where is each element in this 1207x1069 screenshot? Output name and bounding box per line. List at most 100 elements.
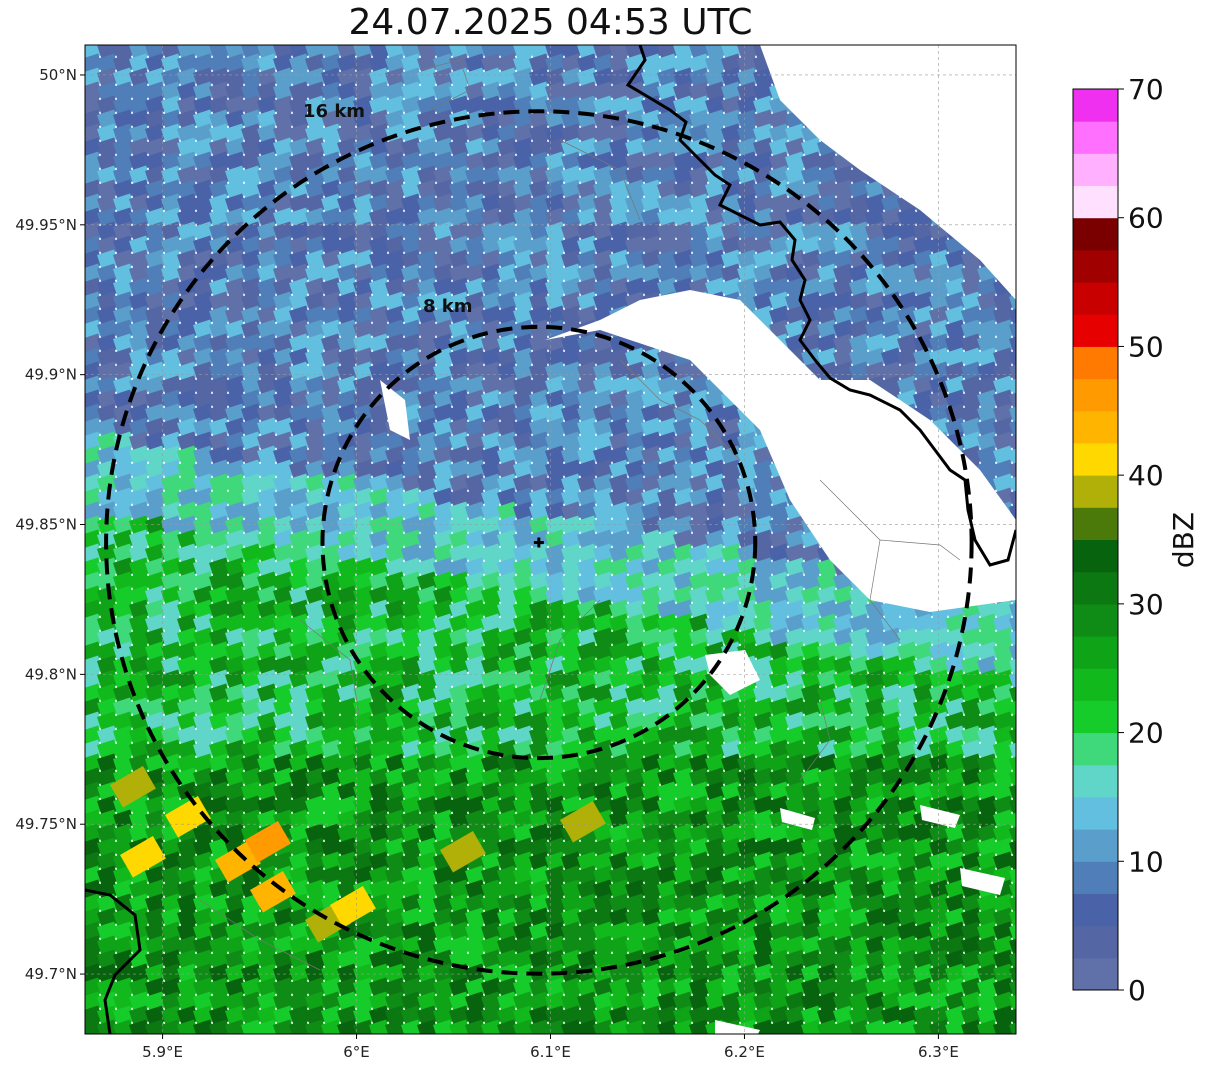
colorbar-tick-label: 20: [1128, 717, 1164, 750]
colorbar-swatch: [1073, 314, 1118, 347]
echo-cell: [85, 45, 88, 61]
echo-cell: [85, 725, 88, 747]
echo-cell: [85, 739, 88, 761]
echo-cell: [85, 305, 88, 327]
y-tick-label: 49.9°N: [25, 366, 77, 384]
echo-cell: [85, 277, 88, 299]
echo-cell: [85, 613, 88, 635]
echo-cell: [85, 389, 88, 411]
echo-cell: [85, 151, 88, 173]
radar-map[interactable]: 16 km 8 km: [65, 39, 1031, 1040]
colorbar-swatch: [1073, 475, 1118, 508]
echo-cell: [85, 571, 88, 593]
colorbar-swatch: [1073, 764, 1118, 798]
colorbar-tick-label: 0: [1128, 974, 1146, 1007]
echo-cell: [85, 851, 88, 873]
echo-cell: [85, 1005, 88, 1027]
echo-cell: [85, 95, 88, 117]
plot-title: 24.07.2025 04:53 UTC: [348, 2, 753, 43]
echo-cell: [85, 109, 88, 131]
colorbar-tick-label: 70: [1128, 73, 1164, 106]
echo-cell: [85, 585, 88, 607]
echo-cell: [85, 235, 88, 257]
echo-cell: [85, 599, 88, 621]
echo-cell: [1009, 347, 1016, 369]
colorbar-swatch: [1073, 217, 1118, 251]
echo-cell: [85, 543, 88, 565]
echo-cell: [85, 921, 88, 943]
x-axis-ticks: 5.9°E 6°E 6.1°E 6.2°E 6.3°E: [142, 1034, 959, 1061]
colorbar-swatch: [1073, 249, 1118, 283]
echo-cell: [85, 403, 88, 425]
colorbar-swatch: [1073, 539, 1118, 573]
colorbar-swatch: [1073, 410, 1118, 444]
y-tick-label: 49.7°N: [25, 965, 77, 983]
y-tick-label: 49.95°N: [15, 216, 77, 234]
x-tick-label: 6.1°E: [530, 1043, 571, 1061]
echo-cell: [85, 319, 88, 341]
colorbar-swatch: [1073, 378, 1118, 412]
colorbar-swatch: [1073, 829, 1118, 862]
colorbar-tick-label: 30: [1128, 588, 1164, 621]
ring-label-16km: 16 km: [303, 101, 365, 122]
echo-cell: [85, 165, 88, 187]
echo-cell: [85, 557, 88, 579]
y-tick-label: 49.85°N: [15, 516, 77, 534]
echo-cell: [85, 445, 88, 467]
colorbar-swatch: [1073, 861, 1118, 894]
colorbar-swatch: [1073, 700, 1118, 734]
x-tick-label: 6.3°E: [918, 1043, 959, 1061]
colorbar-swatch: [1073, 185, 1118, 219]
echo-cell: [1008, 361, 1016, 383]
echo-cell: [85, 627, 88, 649]
echo-cell: [1009, 333, 1016, 355]
colorbar-swatch: [1073, 925, 1118, 959]
echo-cell: [85, 641, 88, 663]
y-axis-ticks: 50°N 49.95°N 49.9°N 49.85°N 49.8°N 49.75°N 49.…: [15, 66, 85, 983]
echo-cell: [85, 179, 88, 201]
colorbar-tick-label: 60: [1128, 202, 1164, 235]
colorbar-swatch: [1073, 796, 1118, 830]
x-tick-label: 6.2°E: [724, 1043, 765, 1061]
echo-cell: [85, 879, 88, 901]
echo-cell: [1009, 319, 1016, 341]
echo-cell: [85, 753, 88, 775]
y-tick-label: 49.75°N: [15, 815, 77, 833]
echo-cell: [85, 865, 88, 887]
colorbar-swatch: [1073, 668, 1118, 701]
y-tick-label: 49.8°N: [25, 665, 77, 683]
colorbar-tick-label: 50: [1128, 330, 1164, 363]
colorbar-swatch: [1073, 957, 1118, 991]
echo-cell: [85, 137, 88, 159]
ring-label-8km: 8 km: [423, 296, 473, 317]
echo-cell: [85, 991, 88, 1013]
colorbar-swatch: [1073, 89, 1118, 122]
colorbar-swatch: [1073, 346, 1118, 380]
x-tick-label: 5.9°E: [142, 1043, 183, 1061]
echo-cell: [85, 697, 88, 719]
x-tick-label: 6°E: [343, 1043, 370, 1061]
colorbar-swatch: [1073, 603, 1118, 637]
colorbar-swatch: [1073, 153, 1118, 187]
echo-cell: [85, 193, 88, 215]
colorbar-swatch: [1073, 893, 1118, 927]
echo-cell: [85, 683, 88, 705]
colorbar-swatch: [1073, 442, 1118, 476]
colorbar-swatch: [1073, 121, 1118, 154]
echo-cell: [85, 795, 88, 817]
colorbar-swatch: [1073, 507, 1118, 540]
colorbar: 0 10 20 30 40 50 60 70 dBZ: [1072, 73, 1200, 1007]
colorbar-tick-label: 10: [1128, 845, 1164, 878]
echo-cell: [85, 249, 88, 271]
echo-cell: [85, 907, 88, 929]
colorbar-label: dBZ: [1167, 512, 1200, 568]
echo-cell: [85, 473, 88, 495]
echo-cell: [85, 935, 88, 957]
echo-cell: [1009, 305, 1016, 327]
echo-cell: [85, 837, 88, 859]
colorbar-swatch: [1073, 571, 1118, 605]
colorbar-tick-label: 40: [1128, 459, 1164, 492]
echo-cell: [85, 431, 88, 453]
echo-cell: [85, 291, 88, 313]
echo-cell: [85, 1019, 88, 1034]
